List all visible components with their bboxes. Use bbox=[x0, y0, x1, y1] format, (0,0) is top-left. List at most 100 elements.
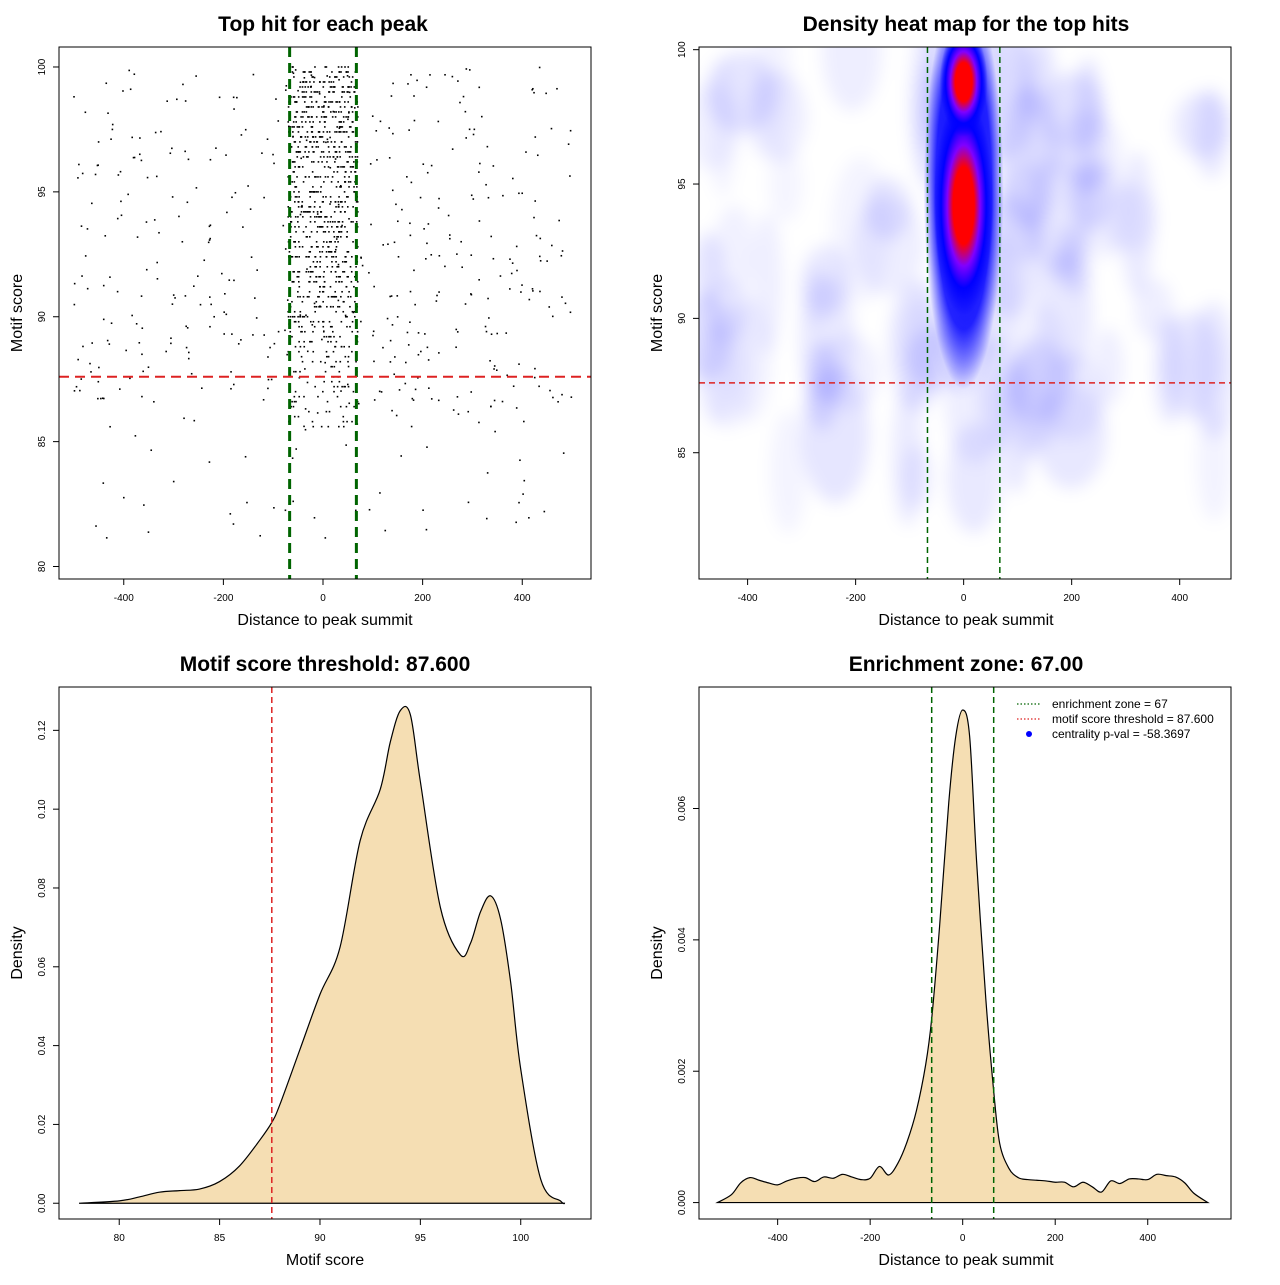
scatter-point bbox=[338, 121, 341, 123]
scatter-point bbox=[493, 368, 495, 370]
scatter-point bbox=[347, 275, 349, 278]
scatter-point bbox=[331, 380, 333, 383]
scatter-point bbox=[322, 246, 324, 248]
scatter-point bbox=[321, 251, 324, 253]
scatter-point bbox=[496, 332, 499, 335]
scatter-point bbox=[356, 280, 359, 283]
x-tick-label: -400 bbox=[738, 593, 758, 604]
scatter-point bbox=[356, 156, 359, 158]
scatter-point bbox=[102, 318, 105, 321]
scatter-point bbox=[330, 216, 332, 218]
scatter-point bbox=[324, 537, 327, 539]
scatter-point bbox=[334, 270, 337, 273]
score-density-panel: Motif score threshold: 87.600 80 85 90 95 10… bbox=[9, 653, 592, 1269]
scatter-point bbox=[309, 265, 312, 268]
scatter-point bbox=[522, 493, 524, 495]
density-blob bbox=[699, 83, 739, 171]
scatter-point bbox=[510, 272, 513, 275]
scatter-point bbox=[308, 410, 310, 413]
scatter-point bbox=[109, 425, 111, 428]
scatter-point bbox=[336, 236, 338, 238]
scatter-point bbox=[467, 501, 470, 504]
scatter-point bbox=[344, 66, 346, 68]
y-axis: 85 90 95 100 bbox=[677, 41, 699, 458]
scatter-point bbox=[340, 236, 342, 238]
scatter-point bbox=[317, 131, 320, 133]
scatter-point bbox=[311, 171, 314, 173]
scatter-point bbox=[570, 396, 573, 398]
scatter-point bbox=[322, 275, 325, 278]
scatter-point bbox=[325, 256, 328, 258]
scatter-point bbox=[291, 300, 293, 303]
scatter-point bbox=[335, 275, 338, 278]
scatter-point bbox=[306, 268, 308, 270]
density-tail bbox=[929, 261, 998, 402]
scatter-point bbox=[388, 157, 391, 159]
scatter-point bbox=[347, 71, 349, 73]
scatter-point bbox=[313, 81, 315, 83]
scatter-point bbox=[307, 116, 309, 118]
scatter-point bbox=[327, 425, 330, 428]
y-tick-label: 0.10 bbox=[37, 799, 48, 819]
scatter-point bbox=[147, 531, 150, 533]
scatter-point bbox=[382, 244, 384, 246]
scatter-point bbox=[116, 290, 119, 293]
scatter-point bbox=[328, 335, 330, 338]
scatter-point bbox=[291, 71, 294, 73]
scatter-point bbox=[330, 295, 333, 298]
scatter-point bbox=[291, 400, 293, 403]
scatter-point bbox=[534, 200, 537, 202]
scatter-point bbox=[409, 222, 411, 225]
scatter-point bbox=[309, 206, 312, 208]
scatter-point bbox=[297, 131, 300, 133]
scatter-point bbox=[351, 310, 354, 313]
scatter-point bbox=[345, 116, 347, 118]
scatter-point bbox=[252, 334, 254, 336]
scatter-point bbox=[495, 369, 498, 372]
y-axis-label: Density bbox=[9, 926, 26, 979]
scatter-point bbox=[316, 211, 319, 213]
scatter-point bbox=[329, 325, 332, 328]
y-tick-label: 100 bbox=[677, 41, 688, 58]
scatter-point bbox=[305, 81, 308, 83]
density-blob bbox=[754, 47, 791, 153]
scatter-point bbox=[396, 295, 399, 297]
scatter-point bbox=[308, 116, 310, 118]
scatter-point bbox=[209, 158, 212, 161]
scatter-point bbox=[310, 106, 313, 108]
scatter-point bbox=[436, 294, 438, 297]
scatter-point bbox=[221, 272, 223, 275]
scatter-point bbox=[322, 106, 325, 108]
scatter-point bbox=[328, 151, 330, 153]
scatter-point bbox=[501, 400, 504, 403]
scatter-point bbox=[296, 275, 299, 278]
scatter-point bbox=[287, 206, 290, 208]
scatter-point bbox=[309, 81, 311, 83]
scatter-point bbox=[230, 387, 232, 390]
scatter-point bbox=[341, 96, 343, 98]
scatter-point bbox=[293, 191, 295, 193]
scatter-point bbox=[556, 87, 558, 90]
scatter-point bbox=[538, 385, 540, 388]
scatter-point bbox=[315, 176, 317, 178]
scatter-point bbox=[139, 137, 141, 139]
scatter-point bbox=[338, 126, 341, 128]
scatter-point bbox=[455, 346, 457, 349]
scatter-point bbox=[531, 88, 534, 91]
scatter-point bbox=[386, 317, 389, 320]
density-blob bbox=[713, 205, 755, 297]
y-axis: 0.00 0.02 0.04 0.06 0.08 0.10 0.12 bbox=[37, 720, 59, 1213]
scatter-point bbox=[349, 305, 351, 308]
scatter-point bbox=[356, 201, 359, 203]
scatter-point bbox=[293, 141, 296, 143]
x-axis-label: Distance to peak summit bbox=[878, 1252, 1054, 1269]
scatter-point bbox=[134, 435, 137, 437]
scatter-point bbox=[307, 86, 309, 88]
scatter-point bbox=[353, 91, 356, 93]
scatter-point bbox=[518, 501, 520, 504]
scatter-point bbox=[305, 146, 308, 148]
scatter-point bbox=[305, 111, 308, 113]
scatter-point bbox=[335, 101, 337, 103]
scatter-point bbox=[357, 402, 360, 405]
scatter-point bbox=[338, 71, 341, 73]
